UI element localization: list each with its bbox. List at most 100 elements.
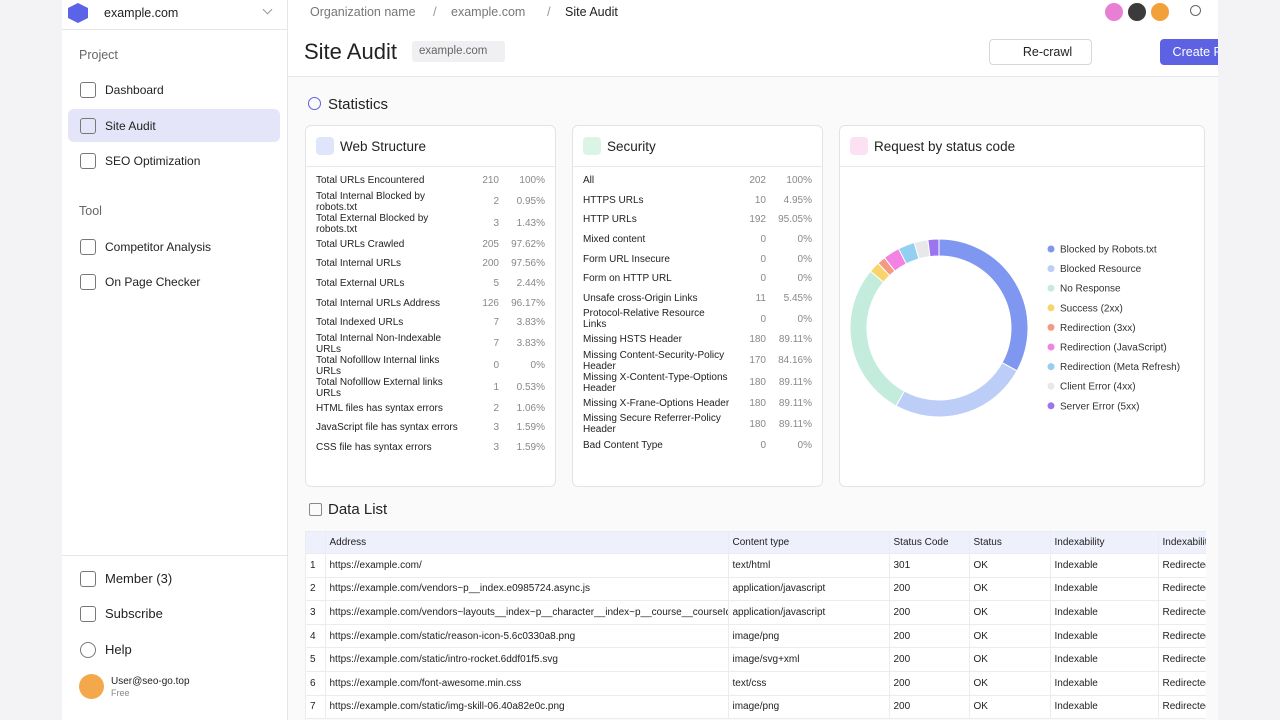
header-cell: Content type (728, 532, 890, 554)
statistics-toggle[interactable] (308, 97, 321, 110)
table-cell: Indexable (1050, 577, 1159, 602)
footer-label: Help (105, 642, 132, 657)
table-cell: 1 (306, 553, 326, 578)
table-cell: https://example.com/vendors~p__index.e09… (325, 577, 729, 602)
table-cell: Redirected (1158, 553, 1206, 578)
stat-label: Total Indexed URLs (316, 317, 404, 329)
stat-row: Unsafe cross-Origin Links 11 5.45% (583, 289, 812, 309)
table-row[interactable]: 7 https://example.com/static/img-skill-06… (306, 695, 1206, 720)
table-row[interactable]: 2 https://example.com/vendors~p__index.e0… (306, 577, 1206, 602)
nav-item[interactable]: Competitor Analysis (68, 230, 280, 263)
stat-row: HTTP URLs 192 95.05% (583, 210, 812, 230)
nav-icon (80, 238, 96, 255)
donut-segment (849, 270, 905, 407)
nav-item[interactable]: Site Audit (68, 109, 280, 142)
table-cell: Indexable (1050, 695, 1159, 720)
table-cell: 200 (889, 647, 970, 672)
card-icon (850, 137, 868, 155)
legend-swatch (1047, 284, 1055, 292)
table-cell: text/css (728, 671, 890, 696)
stat-count: 0 (760, 439, 766, 451)
breadcrumb-item[interactable]: Organization name (310, 5, 416, 19)
nav-item[interactable]: SEO Optimization (68, 144, 280, 177)
table-cell: Redirected (1158, 600, 1206, 625)
stat-row: Mixed content 0 0% (583, 230, 812, 250)
table-cell: Indexable (1050, 600, 1159, 625)
stat-count: 7 (493, 338, 499, 350)
legend-label: Redirection (Meta Refresh) (1060, 362, 1180, 373)
table-body: 1 https://example.com/text/html 301 OK Index… (306, 553, 1206, 720)
footer-item[interactable]: Subscribe (68, 597, 280, 630)
header-cell (306, 532, 326, 554)
stat-count: 210 (482, 175, 499, 187)
table-cell: Redirected (1158, 577, 1206, 602)
table-cell: image/png (728, 624, 890, 649)
table-cell: Indexable (1050, 624, 1159, 649)
stat-row: Form on HTTP URL 0 0% (583, 269, 812, 289)
table-cell: Redirected (1158, 671, 1206, 696)
stat-percent: 89.11% (778, 418, 812, 430)
table-cell: image/svg+xml (728, 647, 890, 672)
nav-label: Dashboard (105, 82, 164, 97)
table-cell: 200 (889, 695, 970, 720)
stat-percent: 0.53% (516, 382, 545, 394)
site-selector[interactable]: example.com (104, 6, 179, 20)
user-plan: Free (111, 688, 130, 698)
recrawl-button[interactable]: Re-crawl (989, 39, 1092, 65)
legend-label: Redirection (3xx) (1060, 323, 1136, 334)
stat-row: Missing Content-Security-Policy Header 17… (583, 350, 812, 372)
table-cell: 200 (889, 624, 970, 649)
stat-percent: 0% (797, 439, 812, 451)
footer-item[interactable]: Help (68, 633, 280, 666)
stat-count: 0 (760, 313, 766, 325)
stat-row: Total Nofolllow External links URLs 1 0.53… (316, 377, 545, 399)
stat-count: 2 (493, 196, 499, 208)
sidebar: example.com Project Dashboard Site Audit SEO… (62, 0, 288, 720)
chart-card: Request by status code Blocked by Robots.… (839, 125, 1205, 487)
stat-row: Total Indexed URLs 7 3.83% (316, 313, 545, 333)
stat-label: Missing Secure Referrer-Policy Header (583, 413, 721, 436)
page-title: Site Audit (304, 39, 397, 64)
stat-percent: 1.06% (516, 402, 545, 414)
footer-item[interactable]: Member (3) (68, 562, 280, 595)
nav-item[interactable]: Dashboard (68, 73, 280, 106)
stat-percent: 96.17% (511, 297, 545, 309)
breadcrumb-item[interactable]: example.com (451, 5, 526, 19)
table-cell: Indexable (1050, 671, 1159, 696)
add-member[interactable] (1190, 5, 1201, 16)
stat-count: 7 (493, 317, 499, 329)
stat-percent: 1.43% (516, 218, 545, 230)
stat-count: 192 (749, 214, 766, 226)
donut-segment (895, 362, 1018, 418)
table-row[interactable]: 1 https://example.com/text/html 301 OK Index… (306, 553, 1206, 578)
table-row[interactable]: 5 https://example.com/static/intro-rocket… (306, 647, 1206, 672)
table-cell: OK (969, 600, 1051, 625)
legend-label: Server Error (5xx) (1060, 401, 1139, 412)
table-cell: OK (969, 695, 1051, 720)
data-list-title: Data List (328, 501, 388, 518)
divider (62, 555, 287, 556)
table-row[interactable]: 4 https://example.com/static/reason-icon-… (306, 624, 1206, 649)
create-project-button[interactable]: Create Project (1160, 39, 1218, 65)
table-row[interactable]: 3 https://example.com/vendors~layouts__in… (306, 600, 1206, 625)
domain-tag[interactable]: example.com (412, 41, 506, 62)
site-selector-caret (262, 4, 273, 15)
stat-row: Form URL Insecure 0 0% (583, 249, 812, 269)
stat-percent: 89.11% (778, 377, 812, 389)
stat-card: Security All 202 100% HTTPS URLs 10 4.95% HTTP … (572, 125, 823, 487)
stat-percent: 100% (786, 175, 812, 187)
stat-label: JavaScript file has syntax errors (316, 422, 458, 434)
stat-percent: 0% (797, 234, 812, 246)
stat-row: Missing X-Frane-Options Header 180 89.11% (583, 394, 812, 414)
topbar (288, 0, 1218, 77)
footer-label: Member (3) (105, 571, 173, 586)
stat-label: HTTPS URLs (583, 194, 644, 206)
table-cell: text/html (728, 553, 890, 578)
nav-item[interactable]: On Page Checker (68, 265, 280, 298)
stat-count: 3 (493, 442, 499, 454)
table-cell: Indexable (1050, 553, 1159, 578)
stat-row: Missing X-Content-Type-Options Header 180… (583, 372, 812, 394)
card-rows: All 202 100% HTTPS URLs 10 4.95% HTTP URLs 192 9… (573, 167, 822, 455)
table-row[interactable]: 6 https://example.com/font-awesome.min.cs… (306, 671, 1206, 696)
